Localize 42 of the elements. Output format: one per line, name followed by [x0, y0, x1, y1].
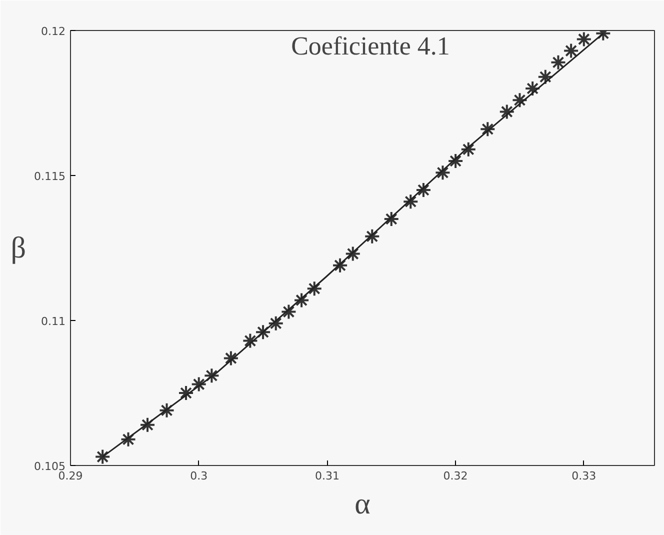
point: [242, 332, 258, 349]
point: [94, 448, 111, 465]
point: [512, 92, 528, 108]
line-series: [102, 32, 604, 458]
point: [344, 246, 361, 262]
point: [268, 315, 284, 332]
point: [280, 304, 297, 320]
y-tick-label: 0.11: [41, 315, 66, 328]
y-tick-label: 0.12: [41, 25, 66, 38]
point: [576, 31, 592, 48]
point: [498, 104, 515, 120]
point: [294, 292, 310, 308]
point: [550, 54, 566, 70]
point: [204, 368, 220, 384]
x-tick-label: 0.31: [314, 470, 340, 482]
point: [537, 68, 554, 85]
point: [332, 257, 348, 274]
point: [255, 324, 272, 340]
point: [306, 280, 322, 297]
x-axis-title: α: [354, 488, 371, 520]
point: [402, 194, 419, 210]
x-tick-label: 0.33: [572, 470, 596, 482]
point: [383, 211, 400, 227]
point: [563, 42, 580, 59]
point: [434, 164, 451, 181]
point: [140, 416, 156, 433]
point: [178, 385, 194, 401]
x-tick-label: 0.32: [443, 470, 468, 482]
point: [190, 376, 207, 392]
x-tick-label: 0.3: [190, 470, 208, 482]
point: [364, 228, 380, 244]
point: [448, 153, 464, 169]
point: [158, 402, 175, 418]
y-tick-label: 0.115: [34, 170, 66, 183]
point: [524, 80, 541, 96]
point: [120, 431, 136, 448]
point: [415, 182, 432, 198]
point: [480, 121, 496, 138]
point: [222, 350, 239, 366]
chart-title: Coeficiente 4.1: [291, 32, 450, 60]
y-axis-title: β: [10, 232, 26, 264]
point: [460, 141, 476, 158]
